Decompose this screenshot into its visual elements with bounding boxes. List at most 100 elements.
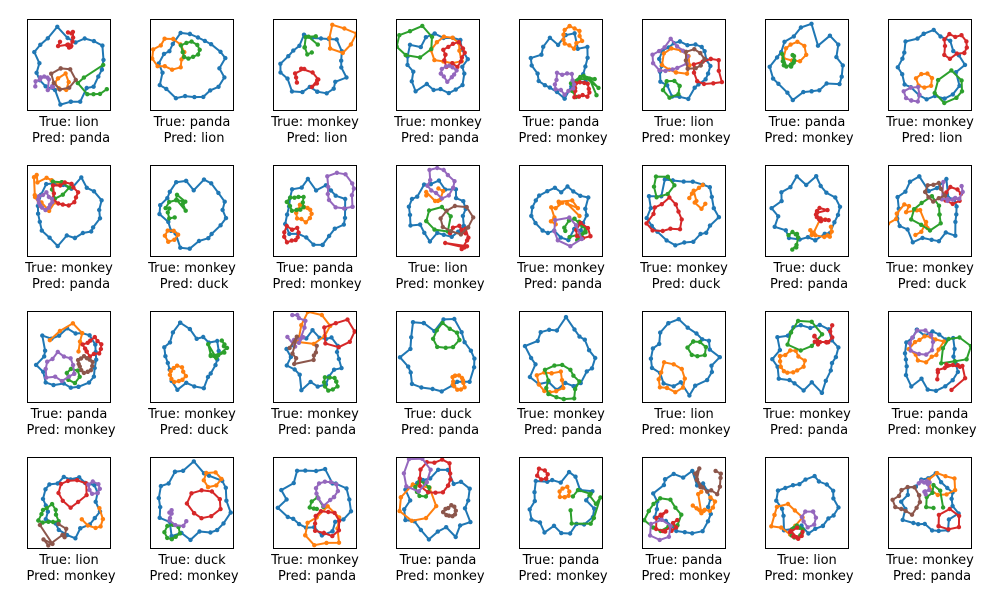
sketch-stroke-point (571, 373, 576, 378)
sketch-stroke-point (584, 369, 589, 374)
sketch-stroke-point (453, 508, 458, 513)
sketch-stroke-point (894, 211, 899, 216)
sketch-stroke-point (794, 242, 799, 248)
sketch-stroke-point (86, 380, 92, 385)
sketch-stroke-point (407, 212, 413, 218)
sketch-stroke-point (204, 470, 209, 476)
sketch-stroke-point (460, 46, 466, 51)
sketch-stroke-point (795, 368, 800, 373)
sketch-stroke-point (936, 203, 942, 208)
sketch-stroke-point (192, 94, 197, 100)
sketch-stroke-point (833, 195, 838, 200)
pred-label: Pred: panda (396, 131, 480, 146)
sketch-stroke-point (305, 520, 310, 525)
sketch-stroke-point (157, 211, 162, 217)
sketch-stroke-point (560, 362, 565, 368)
sketch-stroke-point (99, 198, 104, 203)
sketch-stroke-point (307, 215, 313, 221)
sketch-stroke-point (41, 369, 46, 374)
sketch-stroke-point (565, 184, 570, 189)
sketch-stroke-point (467, 379, 472, 384)
sketch-stroke-point (91, 38, 97, 44)
sketch-stroke-point (441, 232, 446, 237)
sketch-stroke-point (332, 510, 337, 516)
sketch-stroke-point (929, 237, 934, 242)
sketch-stroke-point (705, 519, 711, 524)
sketch-stroke-point (311, 357, 316, 363)
sketch-stroke-point (577, 28, 582, 34)
sketch-stroke-point (464, 244, 470, 249)
sketch-panel: True: lion Pred: panda (27, 19, 151, 159)
sketch-stroke-point (658, 496, 663, 501)
sketch-stroke-point (76, 384, 81, 389)
sketch-stroke-point (801, 89, 806, 95)
sketch-stroke-point (331, 494, 337, 500)
sketch-stroke-point (936, 239, 942, 244)
sketch-stroke-point (208, 371, 213, 376)
sketch-stroke-point (462, 71, 467, 76)
sketch-stroke-point (679, 366, 684, 372)
sketch-stroke-point (818, 216, 823, 221)
sketch-stroke-point (788, 42, 793, 47)
sketch-stroke-point (425, 490, 431, 495)
sketch-stroke-point (32, 49, 37, 55)
sketch-stroke-point (322, 375, 328, 380)
sketch-stroke-point (97, 91, 103, 97)
sketch-drawing (31, 172, 104, 249)
sketch-stroke-point (438, 86, 443, 92)
sketch-stroke-point (928, 333, 934, 338)
sketch-stroke-point (324, 540, 329, 546)
sketch-stroke-point (911, 520, 916, 526)
sketch-stroke-point (322, 384, 328, 389)
sketch-drawing (770, 318, 841, 395)
sketch-stroke-point (554, 395, 559, 400)
sketch-stroke-point (935, 377, 940, 382)
sketch-stroke-point (321, 380, 327, 385)
sketch-stroke-point (402, 507, 407, 512)
sketch-stroke-point (91, 374, 97, 379)
sketch-stroke-point (708, 63, 713, 69)
sketch-stroke-point (284, 363, 289, 368)
sketch-stroke-point (335, 488, 341, 494)
sketch-stroke-point (836, 345, 841, 350)
sketch-stroke-point (931, 182, 936, 187)
sketch-stroke-point (55, 349, 60, 355)
sketch-stroke-point (772, 512, 777, 518)
sketch-stroke-point (424, 189, 429, 195)
sketch-stroke-point (781, 369, 787, 374)
sketch-stroke-point (321, 530, 327, 536)
sketch-stroke-point (709, 369, 715, 375)
sketch-stroke-point (700, 481, 706, 486)
sketch-stroke-point (76, 349, 81, 354)
sketch-stroke-point (693, 42, 698, 47)
sketch-stroke-point (698, 63, 703, 68)
pred-label: Pred: panda (273, 423, 357, 438)
sketch-stroke-point (895, 194, 900, 200)
sketch-stroke-point (788, 185, 793, 190)
sketch-stroke-point (659, 370, 664, 375)
sketch-stroke-point (572, 31, 577, 36)
sketch-stroke-point (187, 246, 192, 251)
sketch-stroke-point (50, 541, 55, 547)
sketch-stroke-point (408, 370, 413, 375)
sketch-stroke-point (447, 461, 452, 466)
sketch-stroke-point (208, 352, 213, 358)
sketch-stroke-point (916, 493, 922, 498)
sketch-stroke-point (68, 385, 73, 390)
sketch-stroke-point (903, 210, 909, 215)
sketch-stroke-point (589, 366, 595, 371)
sketch-stroke-point (656, 377, 661, 382)
sketch-stroke-point (716, 215, 722, 220)
sketch-stroke-point (85, 92, 90, 97)
sketch-stroke-point (833, 354, 839, 360)
pred-label: Pred: panda (27, 277, 111, 292)
sketch-stroke-point (187, 31, 193, 37)
true-label: True: duck (158, 553, 226, 568)
pred-label: Pred: duck (893, 277, 967, 292)
sketch-stroke-point (691, 239, 696, 244)
sketch-stroke-point (902, 50, 907, 55)
sketch-stroke-point (409, 335, 414, 340)
sketch-stroke-point (450, 61, 455, 66)
sketch-drawing (527, 466, 602, 536)
sketch-stroke-point (296, 340, 302, 345)
